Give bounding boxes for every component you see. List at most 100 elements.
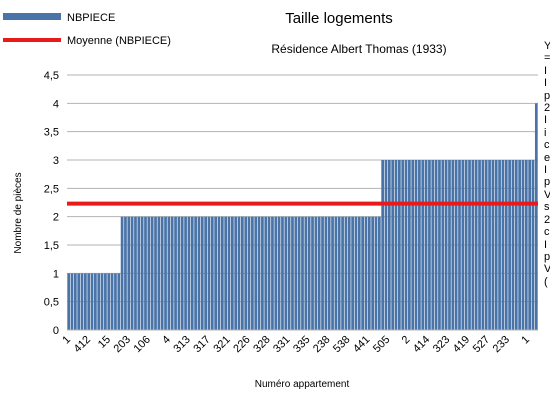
bar [351, 216, 354, 330]
bar [431, 160, 435, 330]
bar [274, 216, 278, 330]
bar [524, 160, 528, 330]
bar [391, 160, 395, 330]
bar [251, 216, 254, 330]
bar [501, 160, 505, 330]
bar [464, 160, 468, 330]
bar [297, 216, 301, 330]
side-text-line: 2 [544, 213, 550, 226]
y-tick-label: 0 [53, 325, 59, 337]
bar [317, 216, 321, 330]
bar [224, 216, 228, 330]
bar [84, 273, 87, 330]
bar [117, 273, 121, 330]
bar [361, 216, 364, 330]
bar [451, 160, 455, 330]
bar [190, 216, 194, 330]
bar [200, 216, 204, 330]
bar [281, 216, 284, 330]
bar [284, 216, 288, 330]
side-text-line: c [544, 226, 550, 239]
legend-label-mean: Moyenne (NBPIECE) [67, 35, 171, 47]
bar [264, 216, 268, 330]
bar [428, 160, 431, 330]
x-axis-title: Numéro appartement [255, 379, 350, 390]
side-text-line: p [544, 176, 550, 189]
bar [154, 216, 157, 330]
bar [144, 216, 147, 330]
bar [504, 160, 508, 330]
bar [514, 160, 518, 330]
side-text-line: s [544, 201, 550, 214]
side-text-line: I [544, 64, 548, 77]
bar [234, 216, 238, 330]
bar [70, 273, 74, 330]
bar [411, 160, 415, 330]
bar [364, 216, 368, 330]
bar [150, 216, 154, 330]
bar [334, 216, 338, 330]
chart-title: Taille logements [285, 10, 393, 27]
bar [448, 160, 451, 330]
bar [394, 160, 398, 330]
bar [398, 160, 401, 330]
bar [344, 216, 348, 330]
y-tick-label: 4 [53, 98, 59, 110]
bar [220, 216, 224, 330]
bar [227, 216, 231, 330]
bar [337, 216, 341, 330]
bar [518, 160, 521, 330]
side-text-line: I [544, 77, 548, 90]
bar [311, 216, 314, 330]
bar [301, 216, 304, 330]
bar-series [67, 103, 538, 330]
side-text-line: V [544, 188, 550, 201]
bar [241, 216, 244, 330]
y-axis-title: Nombre de pièces [13, 172, 24, 253]
bar [294, 216, 298, 330]
bar [73, 273, 77, 330]
bar [324, 216, 328, 330]
bar [471, 160, 475, 330]
bar [401, 160, 405, 330]
legend: NBPIECE Moyenne (NBPIECE) [3, 12, 171, 47]
bar [494, 160, 498, 330]
side-text-line: i [544, 126, 547, 139]
side-text-line: c [544, 139, 550, 152]
side-text-line: V [544, 263, 550, 276]
bar [214, 216, 218, 330]
side-text-line: I [544, 164, 548, 177]
bar [254, 216, 258, 330]
bar [137, 216, 141, 330]
bar [511, 160, 515, 330]
bar [418, 160, 421, 330]
bar [291, 216, 294, 330]
bar [247, 216, 251, 330]
bar [107, 273, 111, 330]
bar [367, 216, 371, 330]
side-text-line: = [544, 52, 550, 65]
bar [197, 216, 201, 330]
bar [187, 216, 191, 330]
y-tick-label: 0,5 [44, 297, 59, 309]
bar [354, 216, 358, 330]
y-tick-labels: 0 0,5 1 1,5 2 2,5 3 3,5 4 4,5 [44, 70, 59, 337]
bar [377, 216, 381, 330]
bar [421, 160, 425, 330]
bar [87, 273, 91, 330]
bar [244, 216, 248, 330]
bar [180, 216, 184, 330]
bar [474, 160, 478, 330]
bar [194, 216, 197, 330]
bar [458, 160, 461, 330]
bar [80, 273, 84, 330]
bar [261, 216, 264, 330]
bar [387, 160, 391, 330]
bar [160, 216, 164, 330]
bar [534, 103, 538, 330]
bar [444, 160, 448, 330]
bar [484, 160, 488, 330]
bar [207, 216, 211, 330]
bar [267, 216, 271, 330]
